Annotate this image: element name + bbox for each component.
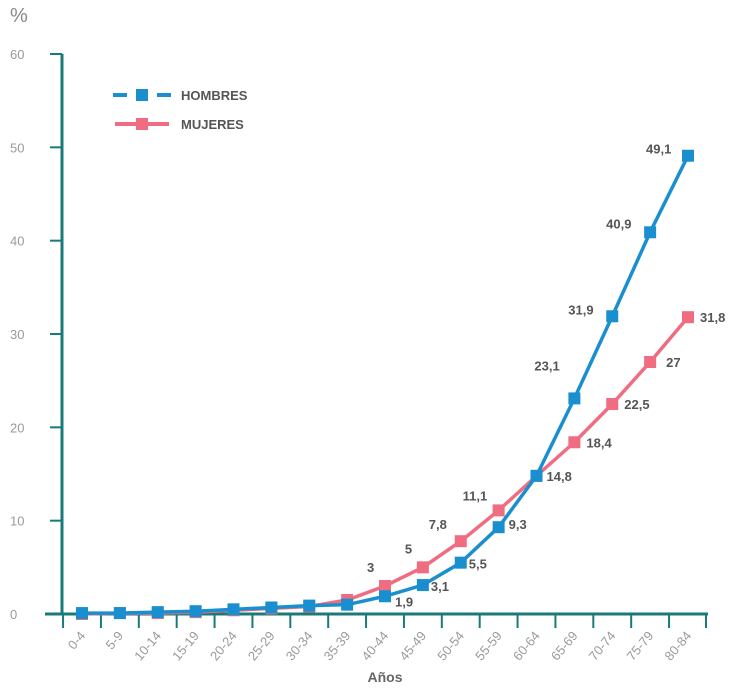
x-tick-label: 50-54 xyxy=(434,628,467,663)
data-label: 14,8 xyxy=(547,469,572,484)
x-tick-label: 35-39 xyxy=(321,628,354,663)
data-point xyxy=(644,226,657,239)
legend-label-hombres: HOMBRES xyxy=(181,88,248,103)
data-point xyxy=(189,605,202,618)
x-tick-label: 60-64 xyxy=(510,628,543,663)
data-label: 40,9 xyxy=(606,216,631,231)
data-label: 9,3 xyxy=(509,517,527,532)
y-tick-label: 30 xyxy=(10,327,24,342)
data-label: 3,1 xyxy=(431,579,449,594)
data-label: 22,5 xyxy=(624,397,649,412)
data-point xyxy=(113,607,126,620)
legend-marker-hombres xyxy=(136,89,148,101)
series-line-mujeres xyxy=(81,316,690,616)
data-point xyxy=(265,601,278,614)
data-point xyxy=(606,398,619,410)
data-point xyxy=(76,607,88,620)
data-point xyxy=(379,580,391,592)
y-tick-label: 0 xyxy=(10,607,17,622)
x-tick-label: 45-49 xyxy=(396,628,429,663)
x-tick-label: 5-9 xyxy=(103,628,127,652)
data-label: 7,8 xyxy=(429,517,447,532)
x-tick-label: 15-19 xyxy=(169,628,202,663)
data-point xyxy=(151,606,164,619)
data-point xyxy=(492,504,505,517)
y-tick-label: 60 xyxy=(10,47,24,62)
x-tick-label: 80-84 xyxy=(661,628,694,663)
data-point xyxy=(568,392,581,405)
data-label: 27 xyxy=(666,355,680,370)
data-label: 5 xyxy=(405,541,412,556)
data-point xyxy=(492,521,505,534)
data-label: 11,1 xyxy=(463,488,488,503)
legend-label-mujeres: MUJERES xyxy=(181,117,244,132)
data-label: 31,8 xyxy=(700,310,725,325)
data-point xyxy=(454,535,467,548)
y-tick-label: 40 xyxy=(10,234,24,249)
data-label: 5,5 xyxy=(469,557,487,572)
y-tick-label: 50 xyxy=(10,140,24,155)
data-label: 1,9 xyxy=(395,594,413,609)
data-point xyxy=(379,590,391,603)
x-axis-label: Años xyxy=(368,669,403,685)
data-point xyxy=(454,556,467,569)
x-tick-label: 25-29 xyxy=(245,628,278,663)
data-label: 49,1 xyxy=(646,142,671,157)
data-point xyxy=(682,149,694,162)
x-tick-label: 40-44 xyxy=(358,628,391,663)
x-tick-label: 55-59 xyxy=(472,628,505,663)
data-point xyxy=(644,356,657,368)
data-point xyxy=(303,599,316,612)
data-point xyxy=(416,579,429,592)
y-tick-label: 20 xyxy=(10,420,24,435)
legend-marker-mujeres xyxy=(136,118,148,130)
series-line-hombres xyxy=(82,154,690,615)
x-tick-label: 30-34 xyxy=(283,628,316,663)
y-axis-label: % xyxy=(10,5,28,27)
x-tick-label: 0-4 xyxy=(65,628,89,652)
data-label: 18,4 xyxy=(586,435,612,450)
data-label: 3 xyxy=(367,560,374,575)
x-tick-label: 10-14 xyxy=(131,628,164,663)
data-point xyxy=(606,310,619,323)
data-point xyxy=(530,469,543,482)
data-point xyxy=(568,436,581,449)
data-point xyxy=(341,598,354,611)
x-tick-label: 70-74 xyxy=(586,628,619,663)
y-tick-label: 10 xyxy=(10,514,24,529)
data-label: 31,9 xyxy=(568,302,593,317)
data-point xyxy=(682,311,694,324)
data-point xyxy=(227,603,240,616)
data-point xyxy=(416,561,429,574)
data-label: 23,1 xyxy=(534,358,559,373)
x-tick-label: 75-79 xyxy=(624,628,657,663)
x-tick-label: 65-69 xyxy=(548,628,581,663)
x-tick-label: 20-24 xyxy=(207,628,240,663)
